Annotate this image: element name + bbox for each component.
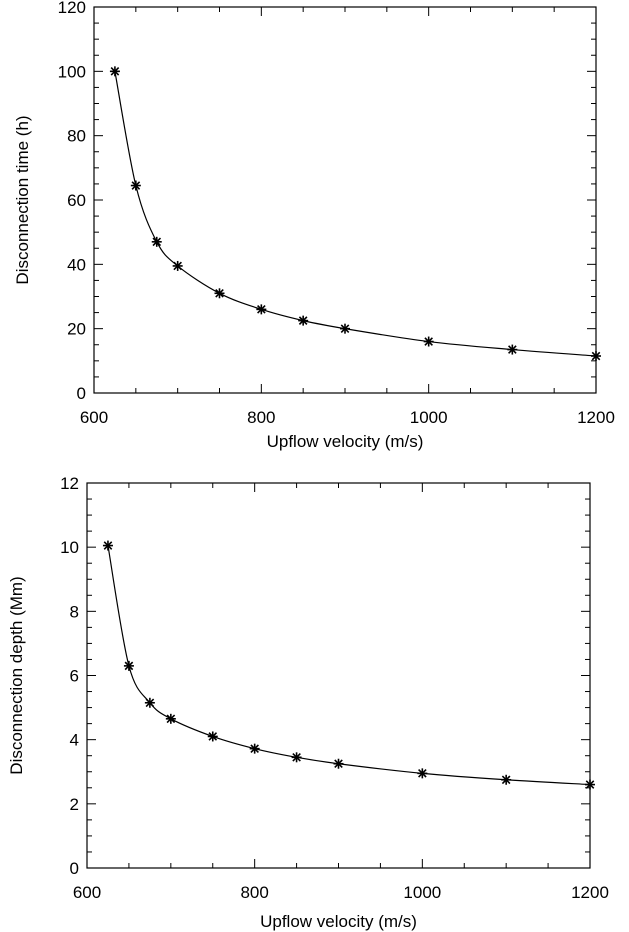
- depth-data-point-d2: [103, 541, 113, 550]
- time-data-point-d2: [508, 345, 517, 354]
- time-data-point-d2: [340, 324, 350, 333]
- time-x-tick-label: 800: [247, 408, 275, 427]
- time-data-point: [423, 336, 434, 347]
- depth-data-point: [165, 713, 176, 724]
- depth-plot-frame: [86, 482, 591, 869]
- time-data-point-d2: [424, 337, 433, 346]
- time-y-tick-label: 120: [58, 0, 86, 17]
- depth-y-tick-label: 2: [70, 795, 79, 814]
- time-x-tick-label: 1000: [410, 408, 448, 427]
- time-y-tick-label: 80: [67, 127, 86, 146]
- depth-x-tick-label: 800: [240, 883, 268, 902]
- depth-data-point-d2: [585, 780, 595, 789]
- depth-data-point-d2: [124, 661, 134, 671]
- time-data-point: [109, 66, 120, 77]
- depth-data-point: [207, 731, 218, 742]
- depth-data-point: [501, 774, 512, 785]
- depth-y-tick-label: 12: [60, 474, 79, 493]
- depth-y-tick-label: 0: [70, 859, 79, 878]
- time-y-axis-title: Disconnection time (h): [13, 115, 32, 284]
- time-data-point: [507, 344, 518, 355]
- time-data-point-d2: [110, 67, 120, 76]
- disconnection-depth-chart: 600 800 1000 1200 0 2 4 6 8 10 12 Upflow velocity (…: [7, 474, 609, 931]
- depth-data-point: [123, 660, 134, 671]
- depth-data-point-d2: [208, 732, 218, 741]
- time-data-point: [298, 315, 309, 326]
- time-data-point: [214, 288, 225, 299]
- time-x-axis-title: Upflow velocity (m/s): [267, 432, 424, 451]
- disconnection-time-chart: 600 800 1000 1200 0 20 40 60 80 100 120 Upflow velo…: [13, 0, 615, 451]
- time-data-point: [130, 180, 141, 191]
- depth-x-tick-label: 1200: [571, 883, 609, 902]
- depth-data-point: [291, 752, 302, 763]
- depth-y-axis-title: Disconnection depth (Mm): [7, 576, 26, 774]
- depth-x-tick-label: 1000: [403, 883, 441, 902]
- time-data-point-d2: [298, 316, 308, 325]
- depth-data-point-d2: [166, 714, 176, 724]
- depth-data-point-d2: [145, 698, 155, 708]
- time-y-tick-label: 100: [58, 62, 86, 81]
- depth-data-point: [333, 758, 344, 769]
- time-y-tick-label: 40: [67, 255, 86, 274]
- depth-data-point-d2: [334, 759, 343, 769]
- time-data-point-d2: [591, 351, 601, 361]
- depth-y-tick-label: 10: [60, 538, 79, 557]
- depth-data-point: [585, 779, 595, 790]
- time-data-point-d2: [152, 237, 162, 247]
- time-x-tick-label: 1200: [577, 408, 615, 427]
- depth-y-tick-label: 6: [70, 667, 79, 686]
- depth-x-tick-label: 600: [73, 883, 101, 902]
- time-y-tick-label: 60: [67, 191, 86, 210]
- time-data-point-d2: [131, 181, 141, 190]
- depth-data-point-d2: [501, 775, 511, 785]
- depth-series-line: [107, 545, 591, 786]
- depth-y-tick-label: 8: [70, 602, 79, 621]
- time-y-tick-label: 0: [77, 384, 86, 403]
- depth-data-point: [144, 697, 155, 708]
- time-data-point: [172, 260, 183, 271]
- time-data-point: [591, 351, 601, 362]
- time-data-point: [151, 236, 162, 247]
- time-data-point: [340, 323, 350, 334]
- depth-data-point: [102, 540, 113, 551]
- depth-data-point-d2: [292, 752, 301, 762]
- time-series-line: [114, 71, 597, 357]
- depth-y-tick-label: 4: [70, 731, 79, 750]
- time-x-tick-label: 600: [80, 408, 108, 427]
- time-data-point-d2: [215, 288, 224, 298]
- time-y-tick-label: 20: [67, 320, 86, 339]
- time-plot-frame: [93, 6, 597, 394]
- time-data-point: [256, 304, 267, 315]
- depth-data-point: [417, 768, 428, 779]
- time-data-point-d2: [257, 305, 266, 314]
- depth-data-point-d2: [250, 744, 259, 753]
- depth-data-point: [249, 743, 260, 754]
- time-data-point-d2: [173, 261, 182, 271]
- depth-x-axis-title: Upflow velocity (m/s): [260, 912, 417, 931]
- depth-data-point-d2: [418, 769, 427, 778]
